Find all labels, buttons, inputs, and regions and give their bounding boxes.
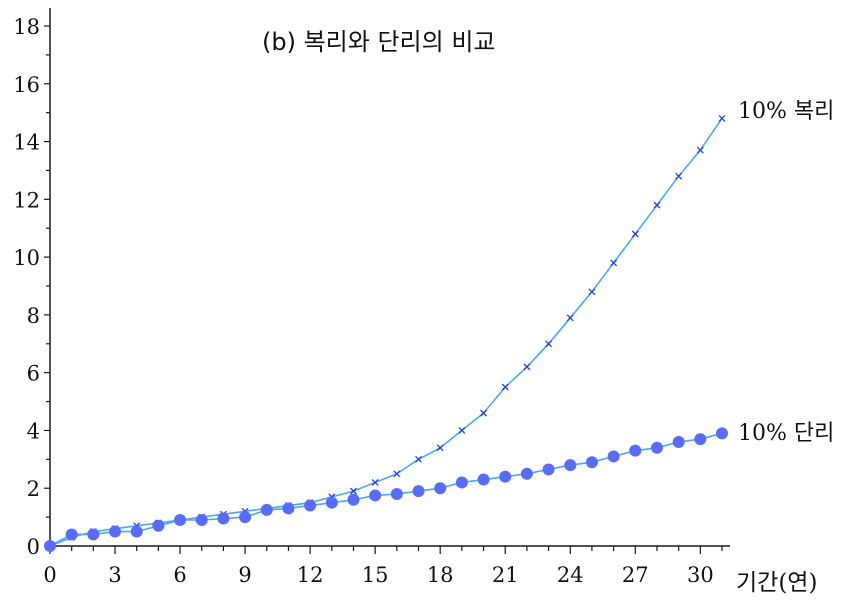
data-point-simple [152,519,165,532]
data-point-simple [585,456,598,469]
data-point-compound [631,230,639,238]
y-tick-label: 4 [27,419,40,443]
marker-stroke [545,340,553,348]
data-point-simple [672,436,685,448]
marker-stroke [523,363,531,371]
data-point-simple [629,444,642,457]
data-point-compound [610,259,618,267]
x-tick-label: 24 [557,563,584,587]
x-tick-label: 30 [687,563,714,587]
data-point-simple [304,499,317,512]
data-point-compound [523,363,531,371]
data-point-compound [545,340,553,348]
data-point-simple [174,514,187,526]
data-point-simple [455,476,468,489]
marker-stroke [415,455,422,463]
marker-stroke [501,383,509,391]
x-tick-label: 6 [173,563,186,587]
x-tick-label: 3 [108,563,121,587]
marker-stroke [480,409,488,417]
y-tick-label: 12 [13,188,40,212]
data-point-simple [239,511,252,524]
data-point-simple [44,540,56,552]
y-tick-label: 14 [13,131,40,155]
series-markers [44,114,728,552]
x-tick-label: 9 [238,563,251,587]
data-point-simple [65,528,78,541]
data-point-compound [501,383,509,391]
data-point-simple [347,493,360,506]
x-tick-label: 27 [622,563,649,587]
data-point-simple [607,450,620,463]
data-point-simple [217,512,230,525]
data-point-compound [350,487,357,495]
marker-stroke [653,201,661,209]
data-point-simple [195,514,208,526]
y-tick-label: 10 [13,246,40,270]
y-tick-label: 6 [27,362,40,386]
series-label-simple: 10% 단리 [738,421,834,446]
marker-stroke [566,314,574,322]
marker-stroke [393,470,401,478]
data-point-simple [260,503,273,516]
data-point-simple [369,489,382,502]
data-point-simple [650,441,663,454]
x-axis-label: 기간(연) [736,570,817,596]
data-point-simple [542,463,555,476]
data-point-simple [109,525,122,538]
data-point-simple [390,488,403,500]
data-point-compound [458,426,466,434]
y-tick-label: 16 [13,73,40,97]
data-point-simple [130,525,143,538]
data-point-compound [653,201,661,209]
chart-title: (b) 복리와 단리의 비교 [262,28,496,56]
data-point-compound [588,288,596,296]
series-line-simple [49,432,723,547]
data-point-simple [325,496,338,509]
series-line-compound [49,117,723,547]
x-tick-label: 15 [362,563,389,587]
y-tick-label: 2 [27,477,40,501]
data-point-compound [436,444,444,452]
marker-stroke [696,146,704,154]
data-point-compound [718,114,726,122]
series-label-compound: 10% 복리 [738,99,834,124]
marker-stroke [458,426,466,434]
marker-stroke [436,444,444,452]
data-point-simple [477,473,490,486]
data-point-simple [434,482,447,495]
x-tick-label: 21 [492,563,519,587]
data-point-compound [566,314,574,322]
data-point-simple [564,459,577,472]
y-tick-label: 0 [27,535,40,559]
data-point-compound [393,470,401,478]
data-point-simple [499,470,512,483]
data-point-simple [520,467,533,480]
marker-stroke [371,478,379,486]
data-point-simple [412,485,425,498]
y-tick-label: 8 [27,304,40,328]
series-lines [49,117,723,547]
marker-stroke [610,259,618,267]
marker-stroke [350,487,357,495]
data-point-compound [675,172,683,180]
data-point-simple [282,502,295,515]
data-point-compound [415,455,422,463]
x-tick-label: 0 [43,563,56,587]
data-point-simple [87,528,100,541]
data-point-compound [480,409,488,417]
marker-stroke [675,172,683,180]
x-tick-label: 12 [297,563,324,587]
data-point-compound [371,478,379,486]
data-point-simple [716,427,728,440]
marker-stroke [588,288,596,296]
marker-stroke [631,230,639,238]
data-point-simple [694,433,707,446]
data-point-compound [696,146,704,154]
marker-stroke [718,114,726,122]
x-tick-label: 18 [427,563,454,587]
y-tick-label: 18 [13,15,40,39]
